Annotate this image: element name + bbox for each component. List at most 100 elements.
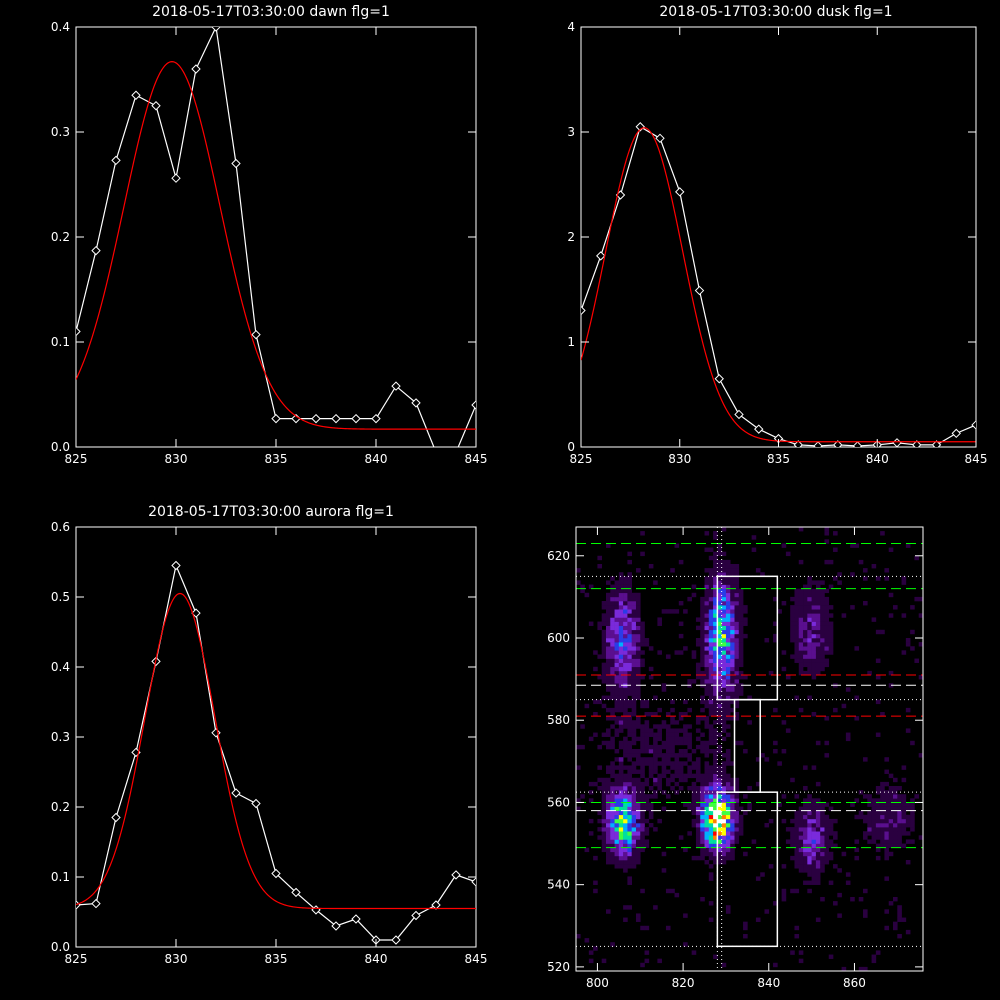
heatmap-cell: [803, 621, 808, 626]
heatmap-cell: [605, 621, 611, 626]
heatmap-cell: [695, 617, 701, 622]
x-tick-label: 820: [672, 976, 695, 990]
heatmap-cell: [884, 757, 890, 762]
heatmap-cell: [674, 761, 680, 766]
heatmap-cell: [721, 777, 727, 783]
heatmap-cell: [798, 843, 804, 848]
heatmap-cell: [721, 596, 727, 602]
heatmap-cell: [704, 781, 710, 787]
heatmap-cell: [601, 666, 607, 672]
heatmap-cell: [781, 818, 787, 824]
heatmap-cell: [691, 806, 697, 811]
data-point-diamond: [813, 441, 823, 447]
heatmap-cell: [601, 662, 607, 668]
heatmap-cell: [725, 781, 731, 787]
heatmap-cell: [704, 716, 710, 721]
heatmap-cell: [623, 777, 628, 783]
heatmap-cell: [580, 794, 585, 799]
heatmap-cell: [704, 662, 710, 668]
heatmap-cell: [708, 609, 714, 614]
heatmap-cell: [635, 650, 641, 655]
heatmap-cell: [820, 621, 825, 626]
heatmap-cell: [614, 786, 620, 791]
heatmap-cell: [880, 827, 885, 832]
heatmap-cell: [601, 810, 607, 816]
heatmap-cell: [653, 732, 658, 737]
heatmap-cell: [704, 860, 710, 865]
heatmap-cell: [811, 876, 817, 881]
heatmap-cell: [631, 625, 637, 631]
heatmap-cell: [717, 818, 722, 824]
heatmap-cell: [773, 901, 778, 906]
heatmap-cell: [631, 753, 637, 758]
heatmap-cell: [653, 740, 658, 746]
heatmap-cell: [640, 835, 645, 840]
heatmap-cell: [781, 720, 787, 725]
heatmap-cell: [730, 625, 735, 631]
heatmap-cell: [588, 831, 594, 836]
heatmap-cell: [614, 679, 620, 684]
heatmap-cell: [670, 773, 675, 779]
heatmap-cell: [820, 827, 825, 832]
heatmap-cell: [687, 679, 692, 684]
heatmap-cell: [640, 744, 645, 750]
heatmap-cell: [674, 728, 680, 733]
heatmap-cell: [867, 818, 872, 824]
heatmap-cell: [700, 794, 705, 799]
heatmap-cell: [605, 798, 611, 803]
heatmap-cell: [623, 609, 628, 614]
heatmap-cell: [691, 765, 697, 770]
heatmap-cell: [631, 777, 637, 783]
heatmap-cell: [824, 646, 830, 651]
heatmap-cell: [674, 773, 680, 779]
heatmap-cell: [657, 777, 662, 783]
heatmap-cell: [794, 605, 800, 610]
heatmap-cell: [713, 851, 718, 857]
heatmap-cell: [708, 703, 714, 709]
heatmap-cell: [897, 798, 902, 803]
heatmap-cell: [811, 843, 817, 848]
heatmap-cell: [897, 831, 902, 836]
heatmap-cell: [627, 839, 632, 844]
heatmap-cell: [713, 666, 718, 672]
heatmap-cell: [627, 773, 632, 779]
heatmap-cell: [743, 934, 748, 939]
heatmap-cell: [644, 843, 650, 848]
heatmap-cell: [605, 716, 611, 721]
heatmap-cell: [661, 720, 667, 725]
heatmap-cell: [605, 646, 611, 651]
heatmap-cell: [828, 638, 834, 643]
heatmap-cell: [798, 839, 804, 844]
heatmap-cell: [824, 621, 830, 626]
heatmap-cell: [738, 831, 744, 836]
heatmap-cell: [713, 568, 718, 573]
heatmap-cell: [734, 781, 740, 787]
heatmap-cell: [687, 707, 692, 713]
heatmap-cell: [576, 798, 581, 803]
heatmap-cell: [593, 699, 598, 705]
heatmap-cell: [635, 625, 641, 631]
heatmap-cell: [794, 814, 800, 820]
heatmap-cell: [794, 646, 800, 651]
heatmap-cell: [815, 835, 821, 840]
heatmap-cell: [601, 835, 607, 840]
heatmap-cell: [614, 757, 620, 762]
heatmap-cell: [721, 592, 727, 598]
heatmap-cell: [811, 601, 817, 606]
heatmap-cell: [875, 950, 881, 955]
heatmap-cell: [717, 584, 722, 589]
heatmap-cell: [803, 860, 808, 865]
heatmap-cell: [863, 757, 868, 762]
heatmap-cell: [725, 699, 731, 705]
heatmap-cell: [610, 601, 615, 606]
heatmap-cell: [610, 588, 615, 594]
heatmap-cell: [725, 909, 731, 914]
heatmap-cell: [721, 609, 727, 614]
heatmap-cell: [687, 736, 692, 742]
heatmap-cell: [713, 736, 718, 742]
heatmap-cell: [618, 654, 624, 659]
heatmap-cell: [713, 679, 718, 684]
heatmap-cell: [610, 596, 615, 602]
heatmap-cell: [618, 650, 624, 655]
heatmap-cell: [738, 823, 744, 828]
